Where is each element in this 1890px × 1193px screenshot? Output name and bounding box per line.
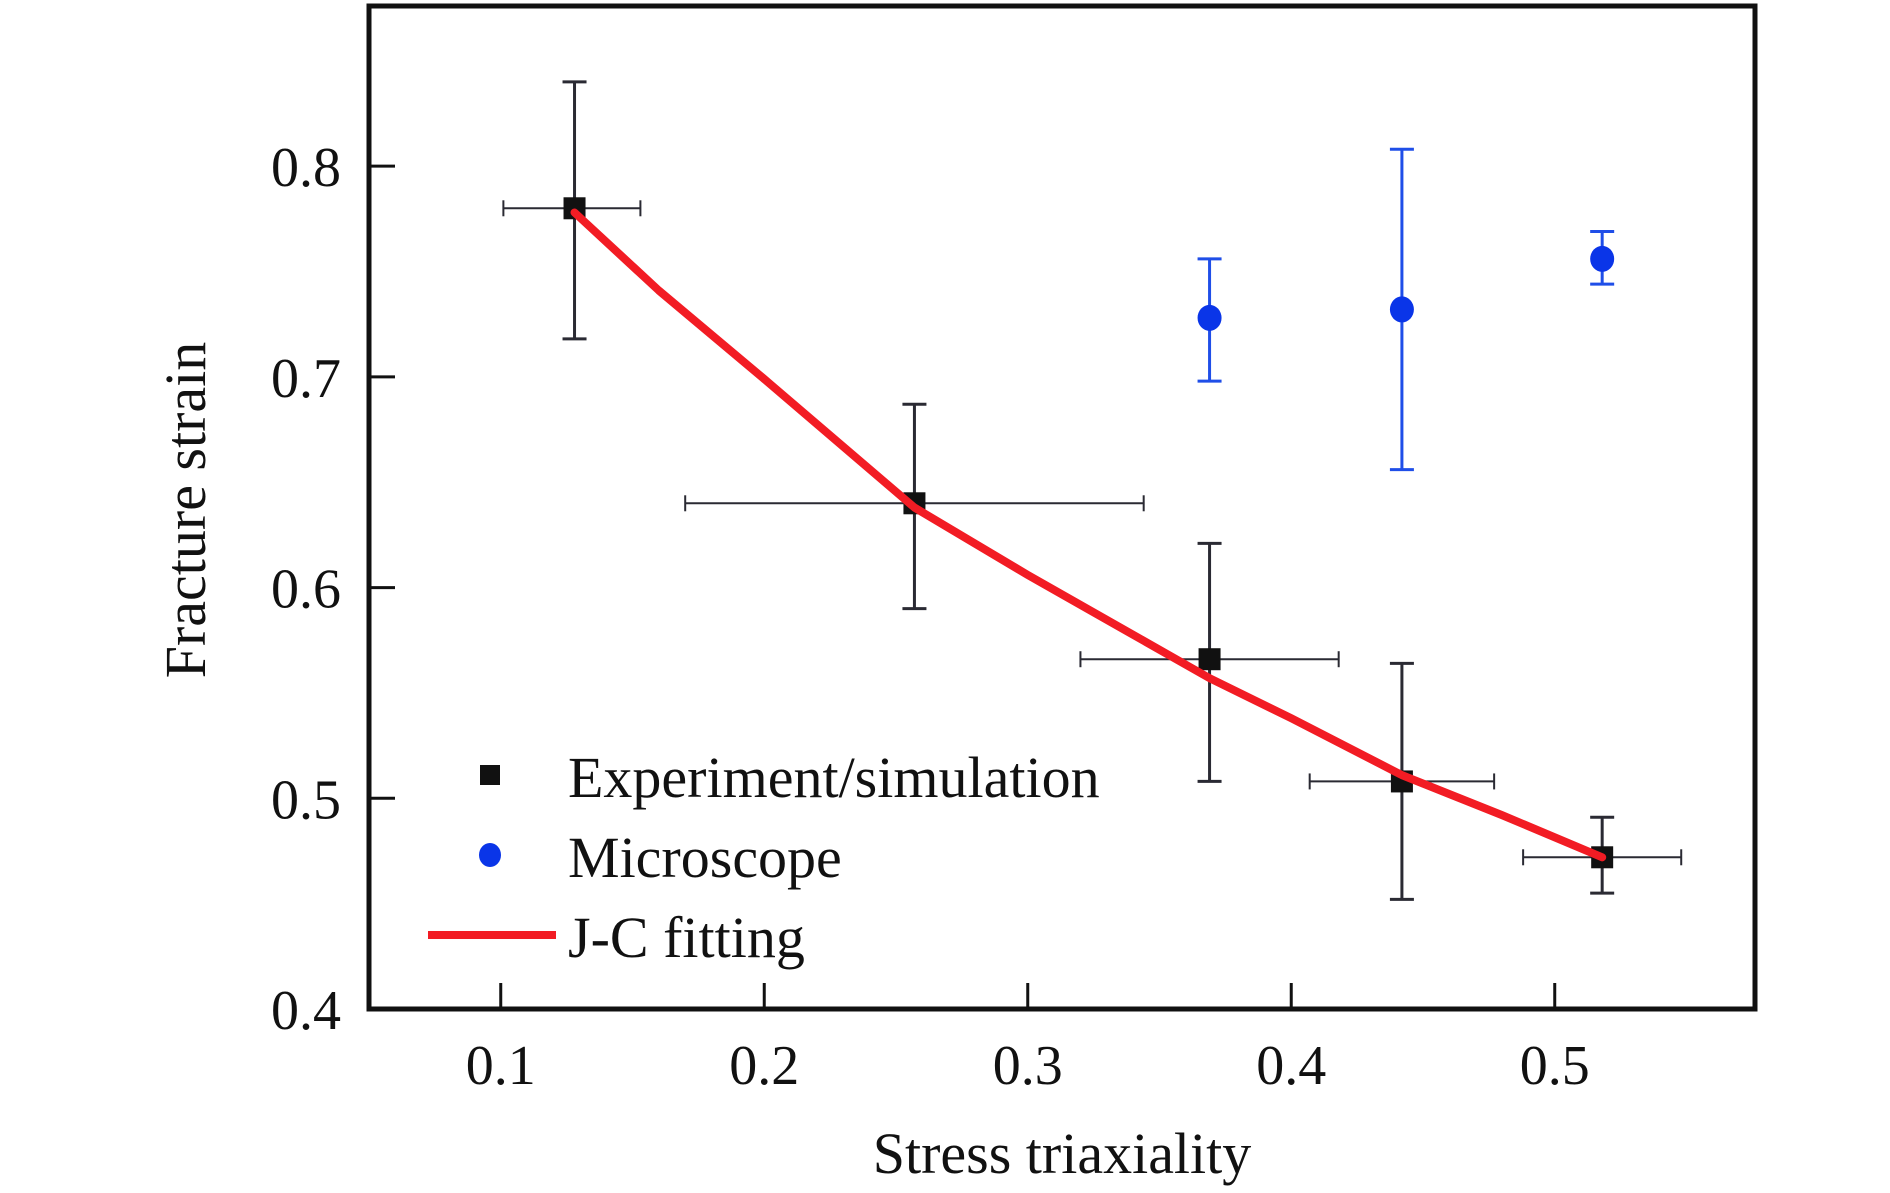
microscope-marker <box>1389 296 1414 323</box>
microscope-marker <box>1197 304 1222 331</box>
x-tick-label: 0.1 <box>466 1035 536 1097</box>
y-axis-title: Fracture strain <box>153 342 218 679</box>
microscope-point <box>1197 257 1222 383</box>
x-tick-label: 0.3 <box>993 1035 1063 1097</box>
legend-experiment-marker <box>480 765 500 785</box>
microscope-marker <box>1590 245 1615 272</box>
experiment-marker <box>1198 648 1221 671</box>
legend-microscope-label: Microscope <box>568 825 842 890</box>
y-tick-label: 0.7 <box>271 348 341 410</box>
y-tick-label: 0.4 <box>271 980 341 1042</box>
x-tick-label: 0.2 <box>729 1035 799 1097</box>
plot-marks <box>502 80 1683 901</box>
experiment-point <box>1308 661 1496 901</box>
y-tick-label: 0.6 <box>271 559 341 621</box>
legend-experiment-label: Experiment/simulation <box>568 745 1100 810</box>
jc-fitting-line <box>570 208 1607 862</box>
x-tick-label: 0.5 <box>1520 1035 1590 1097</box>
microscope-point <box>1389 147 1414 472</box>
x-axis-title: Stress triaxiality <box>873 1121 1252 1186</box>
x-tick-label: 0.4 <box>1256 1035 1326 1097</box>
plot-frame <box>366 3 1758 1012</box>
y-tick-label: 0.8 <box>271 137 341 199</box>
experiment-point <box>1079 541 1340 783</box>
legend: Experiment/simulation Microscope J-C fitti… <box>428 745 1100 970</box>
microscope-point <box>1590 229 1615 286</box>
axis-ticks: 0.1 0.2 0.3 0.4 0.5 0.4 0.5 0.6 0.7 0.8 <box>271 137 1590 1097</box>
legend-jc-label: J-C fitting <box>568 905 805 970</box>
y-tick-label: 0.5 <box>271 769 341 831</box>
legend-microscope-marker <box>479 843 501 867</box>
